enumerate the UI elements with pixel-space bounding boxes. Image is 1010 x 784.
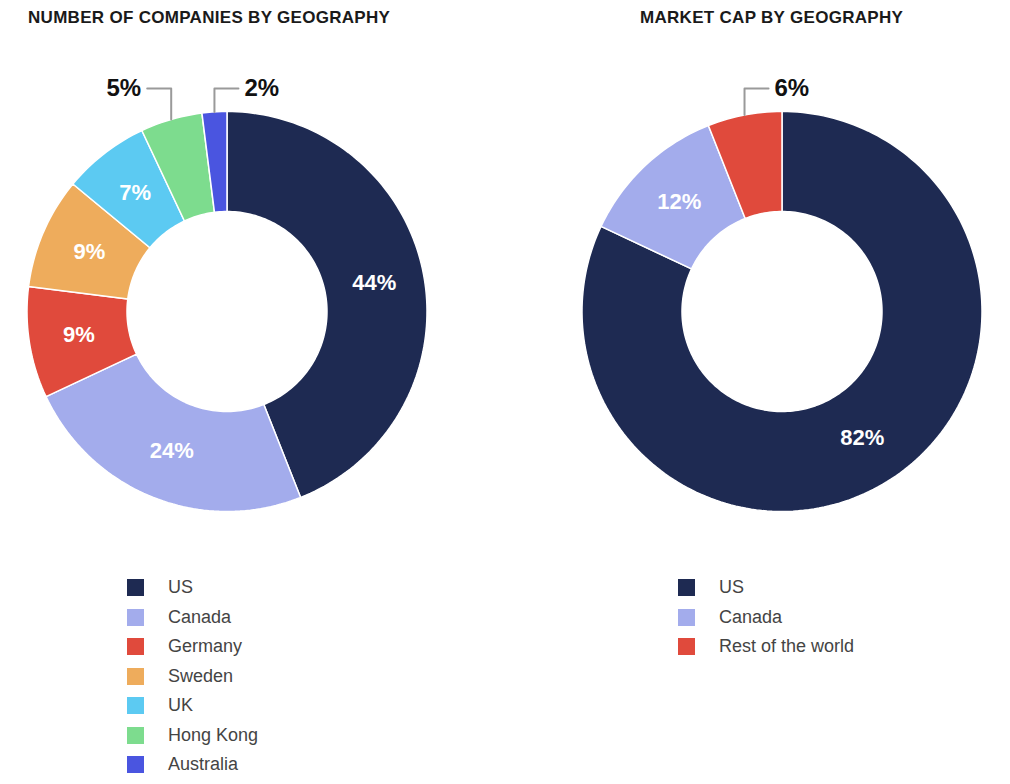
svg-text:6%: 6% — [775, 74, 810, 101]
svg-text:9%: 9% — [63, 322, 95, 347]
svg-text:82%: 82% — [840, 425, 884, 450]
html-text:NUMBER OF COMPANIES BY GEOGRAP: NUMBER OF COMPANIES BY GEOGRAPHY — [28, 8, 391, 27]
html-text:US: US — [719, 577, 744, 598]
svg-text:24%: 24% — [150, 438, 194, 463]
html-text:Australia: Australia — [168, 754, 238, 775]
html-text:Germany: Germany — [168, 636, 242, 657]
svg-text:12%: 12% — [657, 189, 701, 214]
html-text:Sweden: Sweden — [168, 665, 234, 686]
html-text:MARKET CAP BY GEOGRAPHY: MARKET CAP BY GEOGRAPHY — [640, 8, 904, 27]
html-text:US: US — [168, 577, 193, 598]
html-text:Canada: Canada — [168, 606, 232, 627]
svg-text:7%: 7% — [119, 180, 151, 205]
html-text:UK: UK — [168, 695, 193, 716]
svg-text:5%: 5% — [107, 74, 142, 101]
html-text:Canada: Canada — [719, 606, 783, 627]
html-text:Rest of the world: Rest of the world — [719, 636, 855, 657]
html-text:Hong Kong: Hong Kong — [168, 724, 259, 745]
svg-text:9%: 9% — [73, 239, 105, 264]
svg-text:2%: 2% — [244, 74, 279, 101]
svg-text:44%: 44% — [352, 270, 396, 295]
